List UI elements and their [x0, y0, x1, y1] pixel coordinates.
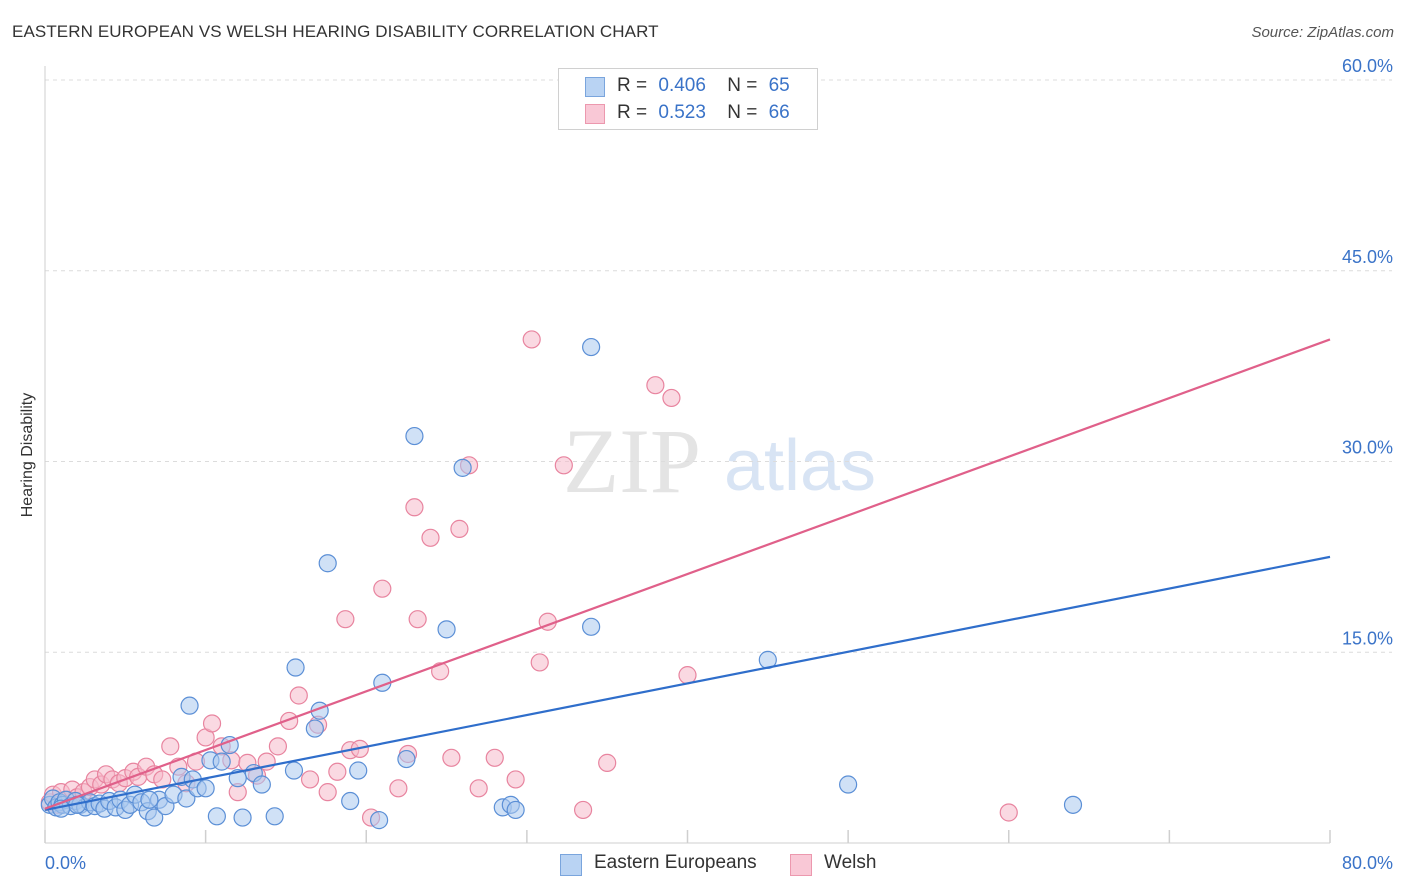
eastern-europeans-point: [177, 789, 196, 808]
eastern-europeans-point: [582, 337, 601, 357]
gridlines: [45, 79, 1392, 653]
welsh-point: [318, 783, 337, 802]
welsh-point: [268, 737, 288, 756]
welsh-point: [328, 762, 347, 781]
welsh-point: [646, 376, 665, 395]
eastern-europeans-point: [265, 807, 284, 826]
welsh-point: [300, 770, 320, 789]
welsh-point: [678, 666, 697, 685]
axes: [44, 66, 1331, 844]
welsh-point: [999, 803, 1018, 822]
trend-lines: [44, 338, 1331, 812]
legend-r-label: R =: [617, 102, 648, 123]
legend-r-value: 0.523: [658, 102, 706, 123]
welsh-point: [522, 330, 541, 349]
legend-n-label: N =: [727, 102, 758, 123]
legend-label: Welsh: [824, 852, 877, 873]
welsh-point: [573, 800, 593, 820]
y-tick-label: 15.0%: [1342, 628, 1393, 648]
legend-swatch-pink: [585, 104, 605, 124]
welsh-point: [469, 779, 488, 798]
welsh-point: [336, 610, 355, 629]
eastern-europeans-point: [318, 554, 337, 573]
x-tick-label: 80.0%: [1342, 853, 1393, 873]
legend-n-value: 65: [768, 75, 790, 96]
welsh-point: [506, 770, 525, 789]
y-tick-label: 30.0%: [1342, 438, 1393, 458]
eastern-europeans-point: [252, 775, 271, 794]
x-tick-label: 0.0%: [45, 853, 86, 873]
eastern-europeans-point: [370, 811, 389, 830]
eastern-europeans-point: [284, 761, 304, 780]
welsh-point: [389, 779, 408, 798]
watermark: ZIP atlas: [563, 410, 876, 512]
legend-swatch-blue: [560, 854, 582, 876]
welsh-point: [408, 610, 427, 629]
welsh-point: [554, 456, 573, 475]
legend-r-label: R =: [617, 75, 648, 96]
welsh-points: [40, 330, 1018, 827]
welsh-point: [280, 711, 299, 731]
eastern-europeans-point: [180, 696, 199, 715]
welsh-point: [373, 579, 392, 598]
eastern-europeans-point: [397, 749, 416, 769]
eastern-europeans-point: [233, 808, 252, 827]
welsh-point: [662, 388, 681, 408]
legend-n-value: 66: [768, 102, 790, 123]
welsh-point: [289, 686, 308, 705]
eastern-europeans-point: [145, 808, 164, 827]
legend-swatch-blue: [585, 77, 605, 97]
tick-labels: 15.0% 30.0% 45.0% 60.0% 0.0% 80.0%: [45, 56, 1393, 873]
eastern-europeans-point: [405, 426, 424, 446]
eastern-europeans-point: [437, 620, 456, 639]
chart-title: EASTERN EUROPEAN VS WELSH HEARING DISABI…: [12, 22, 659, 41]
y-tick-label: 45.0%: [1342, 247, 1393, 267]
eastern-europeans-point: [453, 458, 472, 477]
welsh-point: [598, 753, 617, 772]
welsh-point: [202, 714, 222, 733]
eastern-europeans-point: [506, 800, 525, 820]
legend-swatch-pink: [790, 854, 812, 876]
welsh-point: [161, 737, 180, 756]
eastern-europeans-point: [349, 761, 368, 780]
eastern-europeans-point: [212, 752, 231, 771]
eastern-europeans-point: [1063, 795, 1083, 814]
welsh-point: [405, 498, 424, 517]
eastern-europeans-point: [207, 807, 226, 826]
eastern-europeans-point: [582, 617, 601, 636]
eastern-europeans-point: [286, 658, 305, 677]
welsh-point: [442, 748, 461, 767]
welsh-point: [450, 519, 469, 538]
welsh-point: [530, 653, 549, 672]
eastern-europeans-point: [839, 775, 858, 794]
eastern-europeans-point: [305, 719, 324, 738]
y-tick-label: 60.0%: [1342, 56, 1393, 76]
welsh-trend-line: [44, 338, 1331, 810]
watermark-atlas: atlas: [724, 426, 876, 506]
eastern-europeans-trend-line: [44, 555, 1331, 812]
legend-r-value: 0.406: [658, 75, 706, 96]
source-label: Source: ZipAtlas.com: [1251, 24, 1394, 41]
legend-n-label: N =: [727, 75, 758, 96]
welsh-point: [421, 528, 440, 547]
correlation-legend: R = 0.406 N = 65 R = 0.523 N = 66: [558, 68, 818, 130]
legend-label: Eastern Europeans: [594, 852, 757, 873]
eastern-europeans-point: [196, 779, 215, 798]
eastern-europeans-point: [140, 790, 159, 809]
welsh-point: [485, 748, 504, 767]
eastern-europeans-point: [341, 791, 360, 811]
